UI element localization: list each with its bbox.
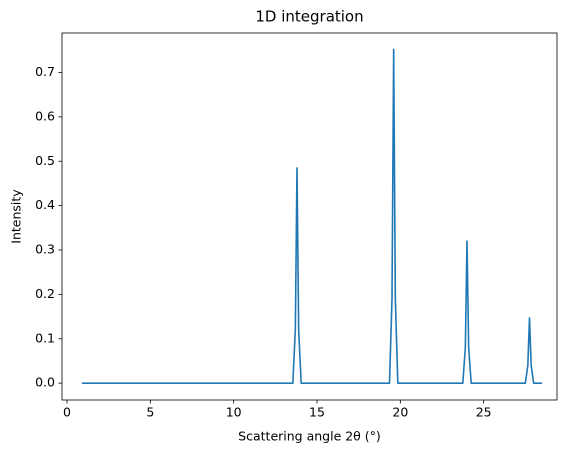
plot-frame <box>61 32 558 401</box>
y-tick-label: 0.4 <box>35 197 55 212</box>
y-tick-label: 0.5 <box>35 153 55 168</box>
x-tick-label: 15 <box>309 405 325 420</box>
x-tick-label: 20 <box>392 405 408 420</box>
y-axis-label: Intensity <box>9 189 24 244</box>
y-tick-label: 0.3 <box>35 242 55 257</box>
x-tick-label: 0 <box>63 405 71 420</box>
y-tick-label: 0.2 <box>35 286 55 301</box>
y-tick-label: 0.7 <box>35 64 55 79</box>
x-tick-label: 5 <box>146 405 154 420</box>
data-line <box>82 48 542 384</box>
x-tick-label: 25 <box>476 405 492 420</box>
chart-title: 1D integration <box>255 8 363 26</box>
y-tick-label: 0.6 <box>35 108 55 123</box>
x-tick-label: 10 <box>226 405 242 420</box>
y-tick-label: 0.0 <box>35 375 55 390</box>
x-axis-label: Scattering angle 2θ (°) <box>238 429 381 444</box>
y-tick-label: 0.1 <box>35 330 55 345</box>
